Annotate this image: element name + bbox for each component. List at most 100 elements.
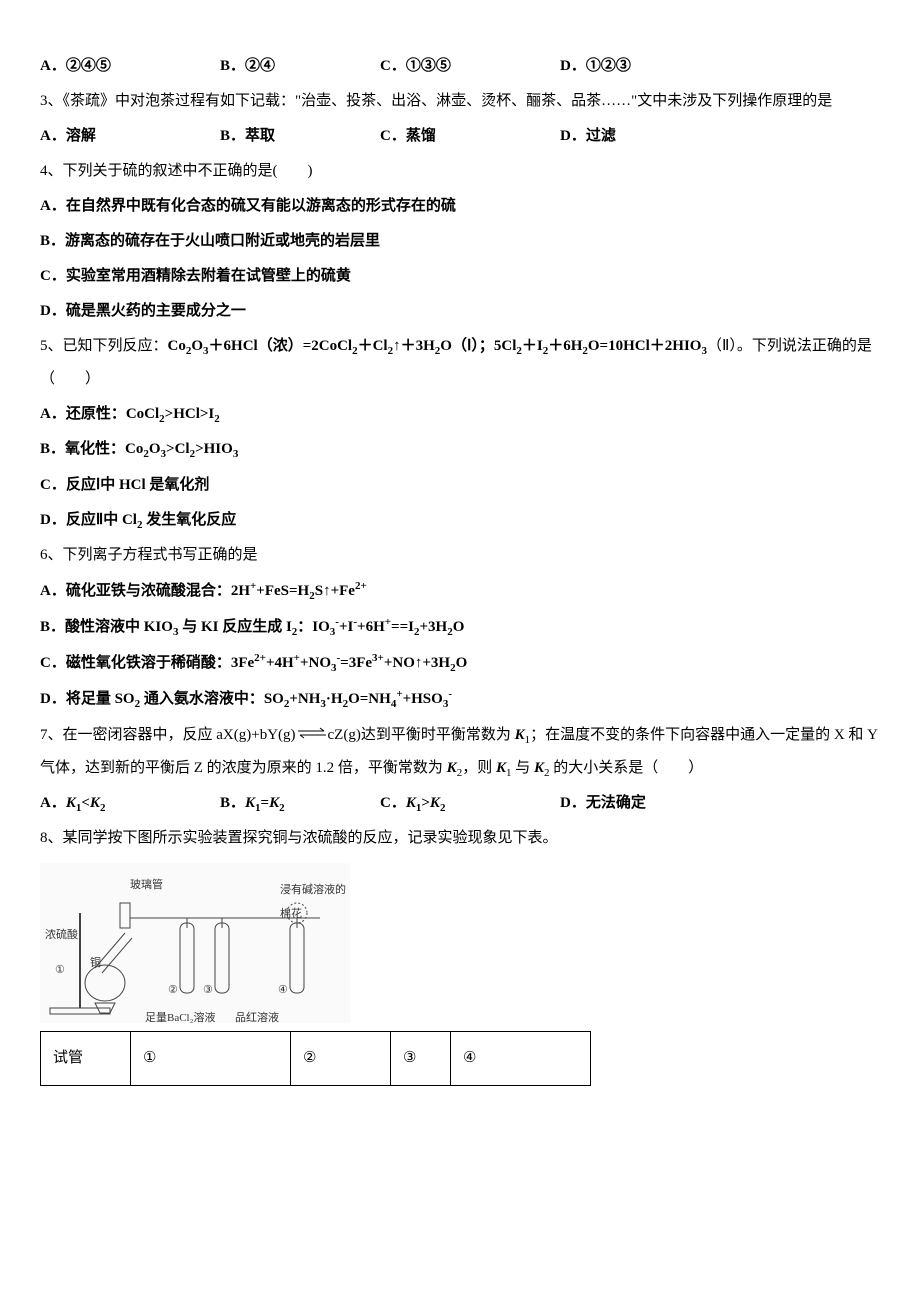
q2-opt-a: A．②④⑤ xyxy=(40,50,220,83)
q5-eq-e: ↑＋3H xyxy=(393,338,435,354)
experiment-apparatus-figure: 玻璃管 浓硫酸 铜 浸有碱溶液的棉花 足量BaCl₂溶液 品红溶液 ① ② ③ … xyxy=(40,863,350,1023)
q7-k2a: K xyxy=(447,760,457,776)
q6-opt-d: D．将足量 SO2 通入氨水溶液中：SO2+NH3·H2O=NH4++HSO3- xyxy=(40,682,880,716)
q7b-rel: = xyxy=(261,795,270,811)
q6a-1: A．硫化亚铁与浓硫酸混合：2H xyxy=(40,583,250,599)
q6b-1: B．酸性溶液中 KIO xyxy=(40,619,173,635)
q5-eq-a: Co xyxy=(168,338,186,354)
equilibrium-arrow-icon xyxy=(296,719,328,752)
q7a-k2: K xyxy=(90,795,100,811)
q7c-k2: K xyxy=(430,795,440,811)
q7a-rel: < xyxy=(81,795,90,811)
q7-opt-d: D．无法确定 xyxy=(560,787,720,820)
q5-opt-b: B．氧化性：Co2O3>Cl2>HIO3 xyxy=(40,433,880,466)
q6-opt-c: C．磁性氧化铁溶于稀硝酸：3Fe2++4H++NO3-=3Fe3++NO↑+3H… xyxy=(40,646,880,680)
q5a-pre: A．还原性：CoCl xyxy=(40,406,159,422)
q5d-pre: D．反应Ⅱ中 Cl xyxy=(40,512,137,528)
q7-options: A．K1<K2 B．K1=K2 C．K1>K2 D．无法确定 xyxy=(40,787,880,820)
q5-eq-f: O（Ⅰ）；5Cl xyxy=(440,338,516,354)
q6d-5: O=NH xyxy=(348,691,391,707)
q5b-mid2: >Cl xyxy=(166,441,190,457)
q5b-post: >HIO xyxy=(195,441,233,457)
q7b-k2: K xyxy=(269,795,279,811)
q6d-1: D．将足量 SO xyxy=(40,691,135,707)
q6b-8: O xyxy=(453,619,465,635)
fig-label-fuchsin: 品红溶液 xyxy=(235,1006,279,1030)
q6b-4: +I xyxy=(339,619,353,635)
q5b-pre: B．氧化性：Co xyxy=(40,441,143,457)
q5-opt-c: C．反应Ⅰ中 HCl 是氧化剂 xyxy=(40,469,880,502)
q3-opt-b: B．萃取 xyxy=(220,120,380,153)
q7-mid: cZ(g)达到平衡时平衡常数为 xyxy=(328,727,515,743)
table-cell-2: ② xyxy=(291,1032,391,1086)
q6d-4: ·H xyxy=(326,691,343,707)
q5-eq-g: ＋I xyxy=(522,338,543,354)
q7-opt-a: A．K1<K2 xyxy=(40,787,220,820)
fig-label-glass-tube: 玻璃管 xyxy=(130,873,163,897)
q7-post: ，则 xyxy=(462,760,496,776)
fig-num-4: ④ xyxy=(278,978,288,1002)
q5d-post: 发生氧化反应 xyxy=(142,512,236,528)
q5-eq-c: ＋6HCl（浓）=2CoCl xyxy=(209,338,353,354)
table-row: 试管 ① ② ③ ④ xyxy=(41,1032,591,1086)
fig-label-copper: 铜 xyxy=(90,951,101,975)
q6d-3: +NH xyxy=(289,691,320,707)
q6b-5: +6H xyxy=(357,619,385,635)
q6a-2: +FeS=H xyxy=(256,583,309,599)
q7c-k1: K xyxy=(406,795,416,811)
q7-pre: 7、在一密闭容器中，反应 aX(g)+bY(g) xyxy=(40,727,296,743)
q2-opt-b: B．②④ xyxy=(220,50,380,83)
fig-label-bacl2: 足量BaCl₂溶液 xyxy=(145,1006,215,1030)
q7-opt-c: C．K1>K2 xyxy=(380,787,560,820)
q4-opt-a: A．在自然界中既有化合态的硫又有能以游离态的形式存在的硫 xyxy=(40,190,880,223)
q2-opt-d: D．①②③ xyxy=(560,50,720,83)
fig-label-cotton: 浸有碱溶液的棉花 xyxy=(280,878,350,926)
q7-k1a: K xyxy=(515,727,525,743)
q4-opt-c: C．实验室常用酒精除去附着在试管壁上的硫黄 xyxy=(40,260,880,293)
q3-opt-c: C．蒸馏 xyxy=(380,120,560,153)
q6-stem: 6、下列离子方程式书写正确的是 xyxy=(40,539,880,572)
q7c-pre: C． xyxy=(380,795,406,811)
q6c-6: O xyxy=(456,655,468,671)
q7b-pre: B． xyxy=(220,795,245,811)
q6b-3: ：IO xyxy=(297,619,330,635)
fig-num-3: ③ xyxy=(203,978,213,1002)
q7-stem: 7、在一密闭容器中，反应 aX(g)+bY(g)cZ(g)达到平衡时平衡常数为 … xyxy=(40,719,880,785)
q7-opt-b: B．K1=K2 xyxy=(220,787,380,820)
q8-stem: 8、某同学按下图所示实验装置探究铜与浓硫酸的反应，记录实验现象见下表。 xyxy=(40,822,880,855)
q5-eq-d: ＋Cl xyxy=(358,338,388,354)
q5-eq-b: O xyxy=(191,338,203,354)
table-cell-1: ① xyxy=(131,1032,291,1086)
experiment-table: 试管 ① ② ③ ④ xyxy=(40,1031,591,1086)
q4-opt-d: D．硫是黑火药的主要成分之一 xyxy=(40,295,880,328)
q4-stem: 4、下列关于硫的叙述中不正确的是( ) xyxy=(40,155,880,188)
q5-eq-h: ＋6H xyxy=(548,338,582,354)
q7a-k1: K xyxy=(66,795,76,811)
table-cell-3: ③ xyxy=(391,1032,451,1086)
fig-num-1: ① xyxy=(55,958,65,982)
q7a-pre: A． xyxy=(40,795,66,811)
q4-opt-b: B．游离态的硫存在于火山喷口附近或地壳的岩层里 xyxy=(40,225,880,258)
q5-eq-i: O=10HCl＋2HIO xyxy=(588,338,702,354)
q6b-2: 与 KI 反应生成 I xyxy=(178,619,291,635)
q5-stem-prefix: 5、已知下列反应： xyxy=(40,338,168,354)
q2-options: A．②④⑤ B．②④ C．①③⑤ D．①②③ xyxy=(40,50,880,83)
q5-opt-d: D．反应Ⅱ中 Cl2 发生氧化反应 xyxy=(40,504,880,537)
q6b-7: +3H xyxy=(419,619,447,635)
q6b-6: ==I xyxy=(391,619,414,635)
q6c-5: +NO↑+3H xyxy=(384,655,450,671)
q6c-3: +NO xyxy=(300,655,331,671)
q6-opt-b: B．酸性溶液中 KIO3 与 KI 反应生成 I2：IO3-+I-+6H+==I… xyxy=(40,610,880,644)
fig-label-acid: 浓硫酸 xyxy=(45,923,78,947)
q5-stem: 5、已知下列反应：Co2O3＋6HCl（浓）=2CoCl2＋Cl2↑＋3H2O（… xyxy=(40,330,880,396)
q5a-post: >HCl>I xyxy=(165,406,215,422)
q6c-4: =3Fe xyxy=(340,655,372,671)
table-cell-4: ④ xyxy=(451,1032,591,1086)
q3-opt-d: D．过滤 xyxy=(560,120,720,153)
q6a-3: S↑+Fe xyxy=(315,583,355,599)
fig-num-2: ② xyxy=(168,978,178,1002)
q6c-2: +4H xyxy=(266,655,294,671)
q3-stem: 3、《茶疏》中对泡茶过程有如下记载："治壶、投茶、出浴、淋壶、烫杯、酾茶、品茶…… xyxy=(40,85,880,118)
q3-options: A．溶解 B．萃取 C．蒸馏 D．过滤 xyxy=(40,120,880,153)
q6-opt-a: A．硫化亚铁与浓硫酸混合：2H++FeS=H2S↑+Fe2+ xyxy=(40,574,880,608)
